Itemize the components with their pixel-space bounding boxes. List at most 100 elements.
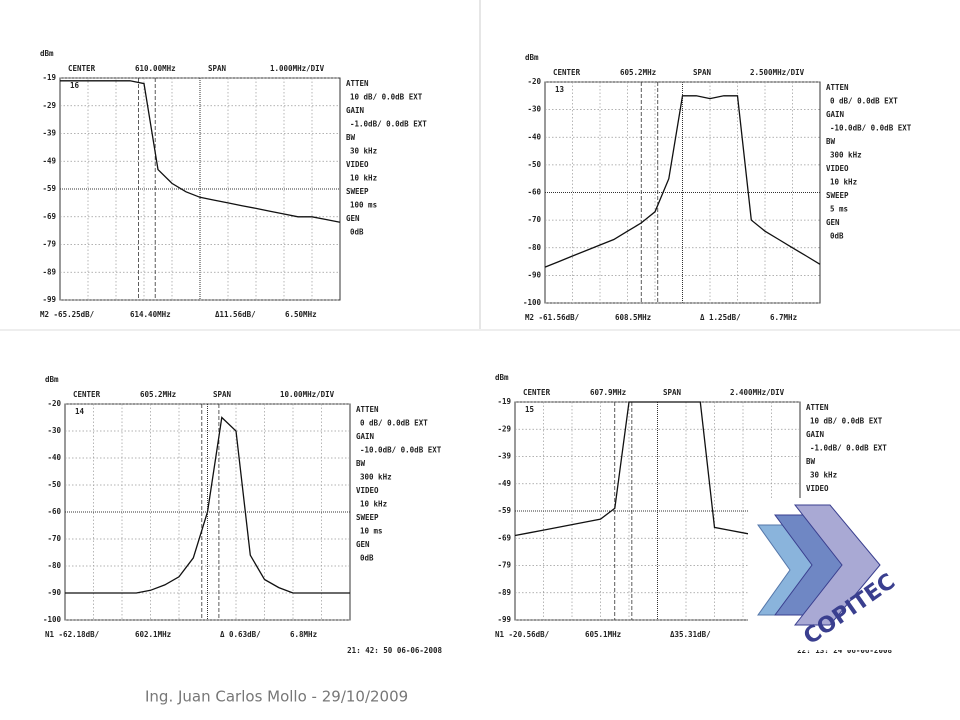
trace xyxy=(65,416,350,594)
y-tick-label: -19 xyxy=(497,397,511,406)
timestamp: 22: 13: 24 06-06-2008 xyxy=(797,646,892,655)
setting-label: VIDEO xyxy=(806,484,829,493)
y-tick-label: -100 xyxy=(523,298,542,307)
y-unit: dBm xyxy=(525,53,539,62)
y-tick-label: -60 xyxy=(527,188,541,197)
setting-value: 0dB xyxy=(360,554,374,563)
spectrum-panel: -20 -30 -40 -50 -60 -70 -80 -90 -100 dBm CENTER 605… xyxy=(523,53,912,322)
y-tick-label: -39 xyxy=(42,129,56,138)
setting-value: 10 dB/ 0.0dB EXT xyxy=(810,417,883,426)
chevron xyxy=(793,504,881,626)
setting-value: 10 ms xyxy=(360,527,383,536)
y-tick-label: -80 xyxy=(527,243,541,252)
y-tick-label: -29 xyxy=(42,101,56,110)
marker-readout: Δ35.31dB/ xyxy=(670,630,711,639)
marker-readout: N1 -20.56dB/ xyxy=(495,630,550,639)
y-tick-label: -59 xyxy=(497,506,511,515)
y-tick-label: -40 xyxy=(527,132,541,141)
y-tick-label: -99 xyxy=(497,615,511,624)
y-tick-label: -50 xyxy=(527,160,541,169)
setting-value: 0dB xyxy=(350,228,364,237)
y-tick-label: -50 xyxy=(47,480,61,489)
setting-label: BW xyxy=(356,459,366,468)
y-tick-label: -80 xyxy=(47,561,61,570)
setting-label: ATTEN xyxy=(356,405,379,414)
setting-label: GAIN xyxy=(806,430,825,439)
marker-readout: 614.40MHz xyxy=(130,310,171,319)
setting-label: BW xyxy=(346,133,356,142)
center-value: 610.00MHz xyxy=(135,64,176,73)
y-tick-label: -59 xyxy=(42,184,56,193)
setting-value: 10 kHz xyxy=(350,174,377,183)
setting-value: 300 kHz xyxy=(830,151,862,160)
setting-label: ATTEN xyxy=(346,79,369,88)
setting-value: 30 kHz xyxy=(810,471,837,480)
setting-value: 300 kHz xyxy=(360,473,392,482)
trace-number: 14 xyxy=(75,407,85,416)
y-tick-label: -70 xyxy=(47,534,61,543)
setting-value: 5 ms xyxy=(830,205,848,214)
setting-value: -1.0dB/ 0.0dB EXT xyxy=(350,120,427,129)
setting-value: -10.0dB/ 0.0dB EXT xyxy=(830,124,912,133)
y-tick-label: -39 xyxy=(497,452,511,461)
span-value: 1.000MHz/DIV xyxy=(270,64,325,73)
setting-label: BW xyxy=(826,137,836,146)
marker-readout: 6.8MHz xyxy=(290,630,317,639)
center-value: 605.2MHz xyxy=(620,68,656,77)
setting-value: 30 kHz xyxy=(350,147,377,156)
setting-label: ATTEN xyxy=(806,403,829,412)
center-value: 605.2MHz xyxy=(140,390,176,399)
setting-label: GAIN xyxy=(346,106,365,115)
marker-readout: Δ 1.25dB/ xyxy=(700,313,741,322)
marker-readout: Δ11.56dB/ xyxy=(215,310,256,319)
center-label: CENTER xyxy=(73,390,101,399)
y-unit: dBm xyxy=(40,49,54,58)
setting-value: 0dB xyxy=(830,232,844,241)
setting-label: SWEEP xyxy=(346,187,369,196)
setting-label: GEN xyxy=(356,540,370,549)
trace-number: 16 xyxy=(70,81,80,90)
spectrum-panel: -19 -29 -39 -49 -59 -69 -79 -89 -99 dBm CENTER 607.… xyxy=(495,373,892,655)
center-label: CENTER xyxy=(553,68,581,77)
y-tick-label: -89 xyxy=(497,588,511,597)
span-label: SPAN xyxy=(693,68,712,77)
panels: -19 -29 -39 -49 -59 -69 -79 -89 -99 dBm CENTER 610.… xyxy=(40,49,912,655)
y-tick-label: -70 xyxy=(527,215,541,224)
y-tick-label: -90 xyxy=(47,588,61,597)
trace xyxy=(60,80,341,223)
footer: Ing. Juan Carlos Mollo - 29/10/2009 xyxy=(145,688,408,706)
span-label: SPAN xyxy=(663,388,682,397)
y-tick-label: -49 xyxy=(497,479,511,488)
marker-readout: 602.1MHz xyxy=(135,630,171,639)
center-label: CENTER xyxy=(523,388,551,397)
span-label: SPAN xyxy=(208,64,227,73)
y-tick-label: -90 xyxy=(527,270,541,279)
setting-value: 10 dB/ 0.0dB EXT xyxy=(350,93,423,102)
y-unit: dBm xyxy=(45,375,59,384)
marker-readout: 608.5MHz xyxy=(615,313,651,322)
center-value: 607.9MHz xyxy=(590,388,626,397)
marker-readout: N1 -62.18dB/ xyxy=(45,630,100,639)
span-label: SPAN xyxy=(213,390,232,399)
marker-readout: 605.1MHz xyxy=(585,630,621,639)
setting-label: VIDEO xyxy=(356,486,379,495)
y-tick-label: -79 xyxy=(42,240,56,249)
setting-label: BW xyxy=(806,457,816,466)
setting-value: -10.0dB/ 0.0dB EXT xyxy=(360,446,442,455)
y-tick-label: -19 xyxy=(42,73,56,82)
setting-value: -1.0dB/ 0.0dB EXT xyxy=(810,444,887,453)
span-value: 2.500MHz/DIV xyxy=(750,68,805,77)
trace-number: 15 xyxy=(525,405,534,414)
setting-label: GAIN xyxy=(826,110,845,119)
y-tick-label: -30 xyxy=(527,105,541,114)
y-tick-label: -49 xyxy=(42,156,56,165)
setting-label: ATTEN xyxy=(826,83,849,92)
y-tick-label: -99 xyxy=(42,295,56,304)
y-tick-label: -69 xyxy=(497,533,511,542)
y-tick-label: -40 xyxy=(47,453,61,462)
setting-value: 0 dB/ 0.0dB EXT xyxy=(360,419,428,428)
marker-readout: M2 -61.56dB/ xyxy=(525,313,580,322)
setting-label: SWEEP xyxy=(826,191,849,200)
y-tick-label: -20 xyxy=(47,399,61,408)
